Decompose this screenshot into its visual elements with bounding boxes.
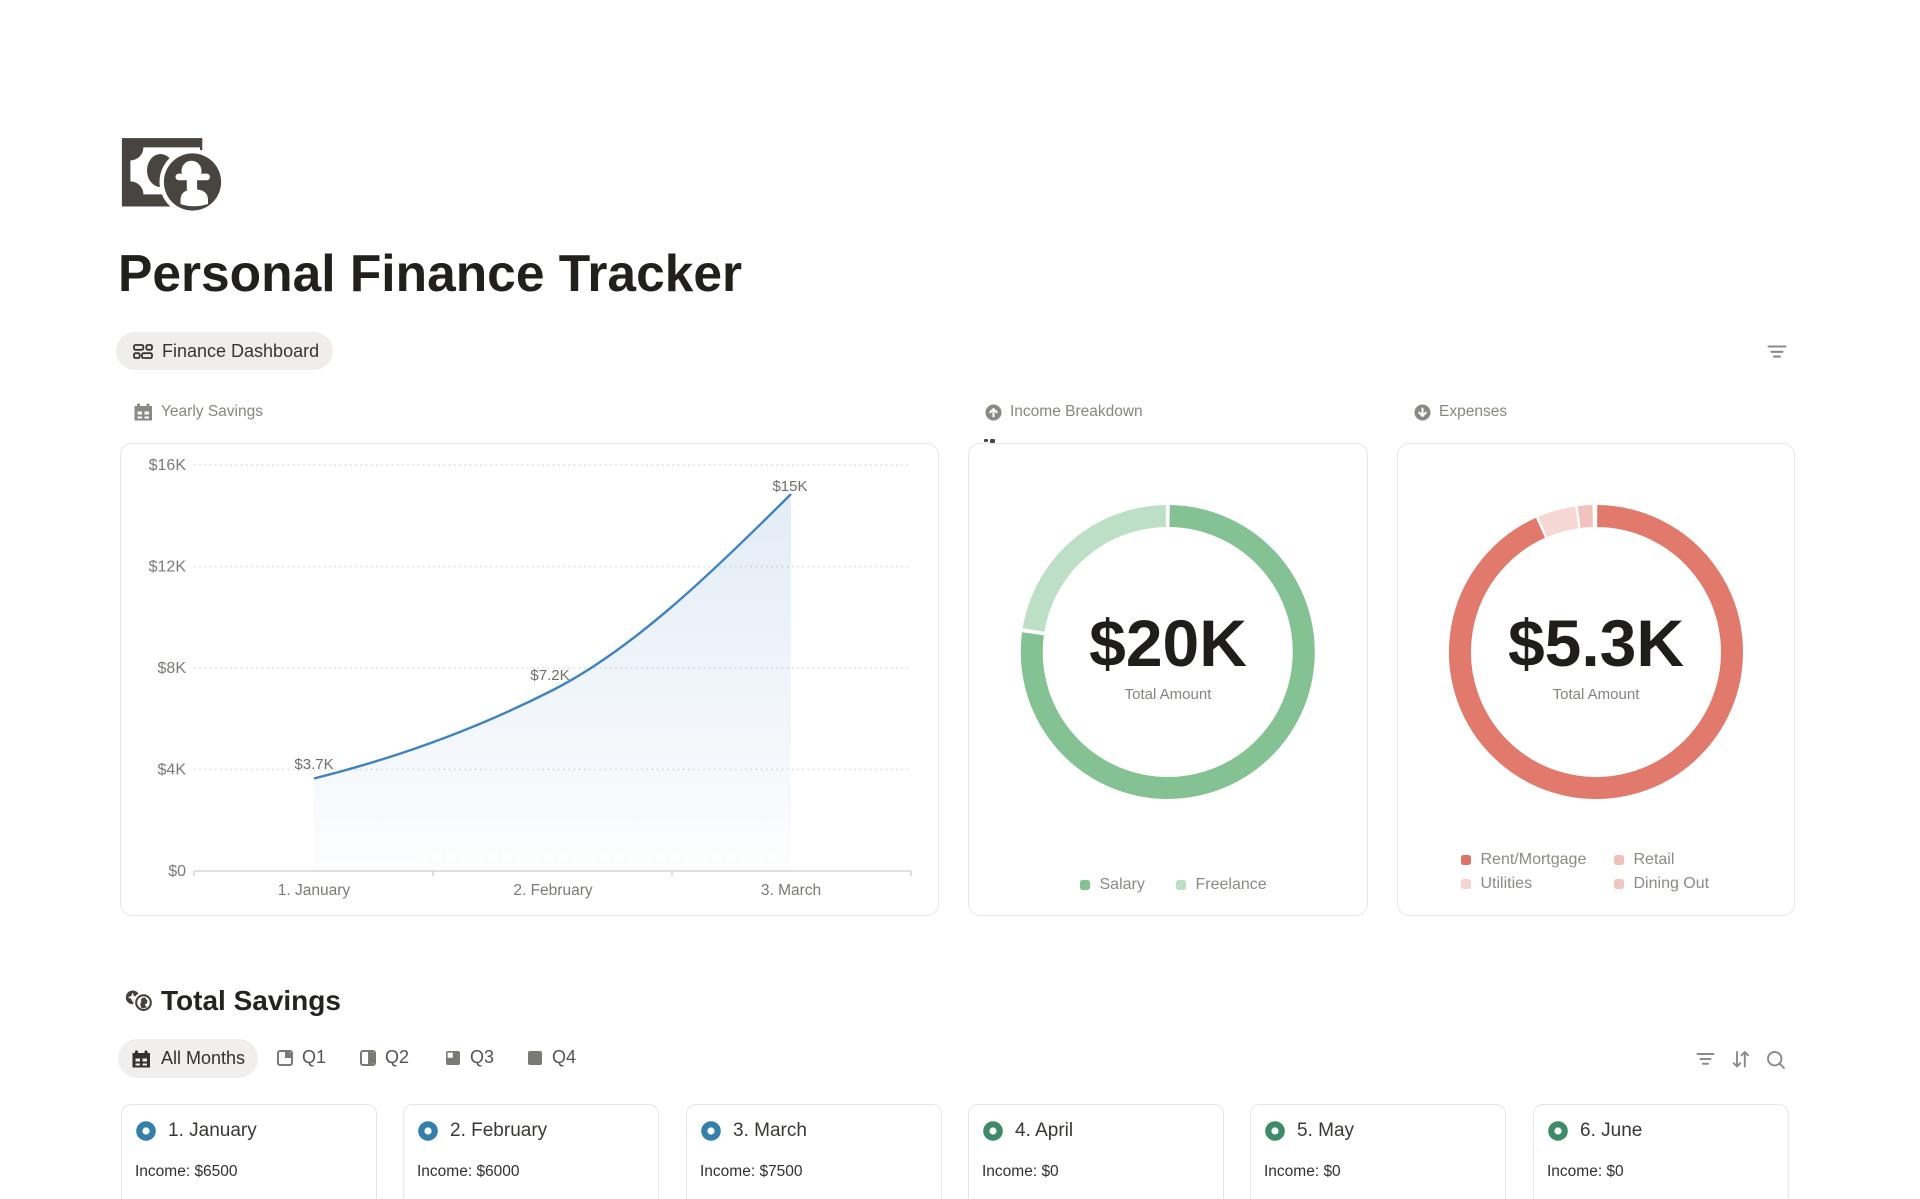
svg-text:2. February: 2. February (513, 882, 593, 899)
svg-text:$3.7K: $3.7K (294, 756, 333, 773)
svg-text:1. January: 1. January (278, 882, 351, 899)
svg-text:3. March: 3. March (761, 882, 821, 899)
svg-text:$0: $0 (168, 863, 186, 880)
svg-text:$7.2K: $7.2K (530, 667, 569, 684)
svg-text:$16K: $16K (149, 457, 187, 474)
svg-text:$4K: $4K (158, 762, 187, 779)
svg-text:$12K: $12K (149, 559, 187, 576)
svg-text:$8K: $8K (158, 660, 187, 677)
svg-text:$15K: $15K (772, 478, 807, 495)
